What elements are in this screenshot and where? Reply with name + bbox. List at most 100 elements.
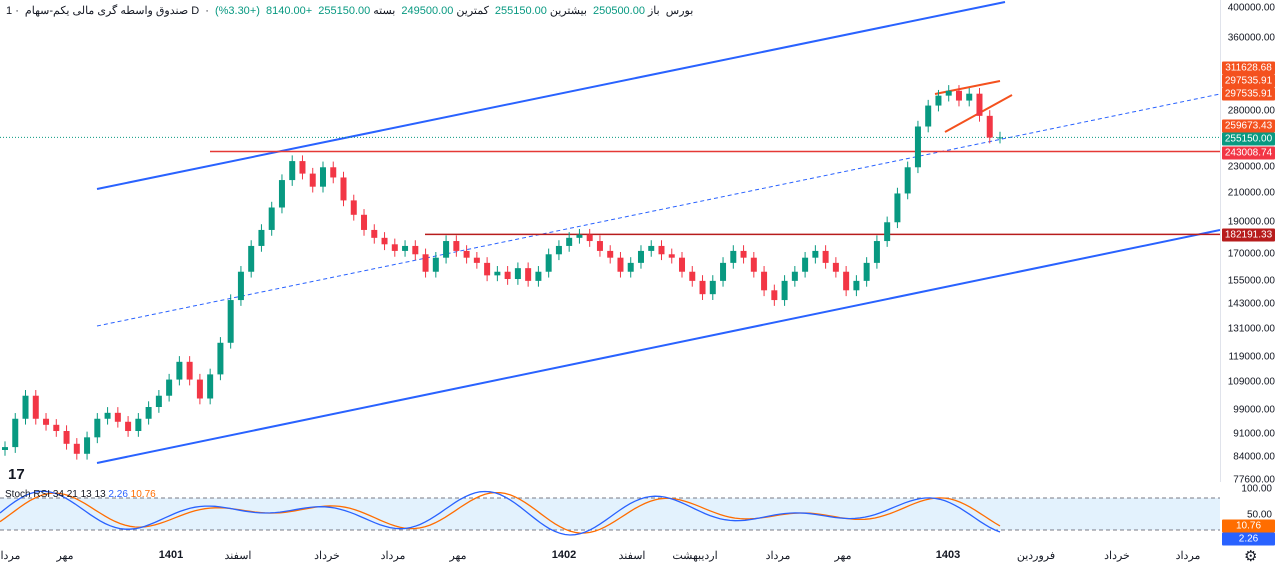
candle[interactable] (843, 266, 850, 297)
candle[interactable] (278, 174, 285, 214)
symbol-name[interactable]: صندوق واسطه گری مالی یکم-سهام (24, 5, 189, 17)
candle[interactable] (894, 187, 901, 229)
candle[interactable] (699, 275, 706, 300)
candle[interactable] (289, 155, 296, 186)
candle[interactable] (668, 248, 675, 264)
candle[interactable] (217, 337, 224, 381)
candle[interactable] (53, 419, 60, 437)
time-axis[interactable]: مرداد مهر 1401 اسفند خرداد مرداد مهر 1402 اسفند ا… (0, 544, 1220, 566)
candle[interactable] (63, 425, 70, 450)
candle[interactable] (709, 275, 716, 300)
candle[interactable] (730, 245, 737, 269)
candle[interactable] (966, 87, 973, 107)
candle[interactable] (207, 368, 214, 405)
candle[interactable] (720, 257, 727, 287)
candle[interactable] (689, 266, 696, 287)
candle[interactable] (832, 257, 839, 278)
candle[interactable] (586, 228, 593, 247)
tradingview-logo-icon[interactable]: 17 (8, 466, 25, 483)
candle[interactable] (976, 87, 983, 122)
candle[interactable] (104, 407, 111, 425)
candle[interactable] (484, 257, 491, 282)
candle[interactable] (145, 401, 152, 425)
candle[interactable] (340, 171, 347, 207)
stoch-k-line[interactable] (0, 490, 1001, 536)
candle[interactable] (402, 240, 409, 257)
candle[interactable] (350, 194, 357, 221)
candle[interactable] (740, 245, 747, 264)
candle[interactable] (904, 161, 911, 200)
candle[interactable] (443, 235, 450, 264)
candle[interactable] (258, 224, 265, 252)
candle[interactable] (535, 266, 542, 287)
wedge-upper-line[interactable] (934, 80, 1001, 95)
candle[interactable] (453, 235, 460, 257)
candle[interactable] (330, 161, 337, 184)
candle[interactable] (43, 413, 50, 431)
gear-icon[interactable]: ⚙ (1244, 548, 1258, 565)
candle[interactable] (2, 441, 8, 456)
candle[interactable] (237, 266, 244, 306)
interval-label[interactable]: 1D (6, 5, 200, 17)
price-tag[interactable]: 311628.68 (1222, 61, 1275, 75)
candle[interactable] (186, 356, 193, 386)
candle[interactable] (617, 251, 624, 278)
candle[interactable] (166, 373, 173, 402)
candle[interactable] (227, 294, 234, 349)
price-tag[interactable]: 297535.91 (1222, 74, 1275, 88)
candle[interactable] (884, 216, 891, 247)
candle[interactable] (248, 240, 255, 278)
candle[interactable] (463, 245, 470, 264)
price-tag[interactable]: 255150.00 (1222, 132, 1275, 146)
candle[interactable] (504, 266, 511, 285)
candle[interactable] (648, 240, 655, 257)
price-chart[interactable] (0, 0, 1220, 482)
candle[interactable] (955, 85, 962, 107)
candle[interactable] (84, 431, 91, 460)
candle[interactable] (494, 266, 501, 282)
candle[interactable] (319, 161, 326, 193)
candle[interactable] (945, 85, 952, 102)
candle[interactable] (525, 262, 532, 287)
candle[interactable] (22, 390, 29, 425)
candle[interactable] (935, 89, 942, 112)
candle[interactable] (607, 245, 614, 264)
candle[interactable] (361, 209, 368, 236)
candle[interactable] (637, 245, 644, 269)
candle[interactable] (566, 232, 573, 252)
price-tag[interactable]: 297535.91 (1222, 87, 1275, 101)
candle[interactable] (925, 99, 932, 133)
channel-lower-line[interactable] (96, 229, 1220, 464)
candle[interactable] (679, 251, 686, 278)
candle[interactable] (412, 240, 419, 261)
candle[interactable] (853, 275, 860, 297)
price-tag[interactable]: 259673.43 (1222, 119, 1275, 133)
candle[interactable] (155, 390, 162, 413)
candle[interactable] (750, 251, 757, 278)
candle[interactable] (114, 407, 121, 428)
candle[interactable] (986, 110, 993, 144)
candle[interactable] (914, 120, 921, 174)
candle[interactable] (761, 266, 768, 297)
candle[interactable] (432, 251, 439, 278)
candle[interactable] (371, 224, 378, 244)
candle[interactable] (422, 248, 429, 278)
stoch-rsi-pane[interactable] (0, 484, 1220, 544)
stoch-d-line[interactable] (0, 491, 1001, 534)
channel-upper-line[interactable] (96, 1, 1006, 190)
candle[interactable] (514, 262, 521, 285)
candle[interactable] (545, 248, 552, 278)
candle[interactable] (576, 228, 583, 244)
candle[interactable] (73, 438, 80, 460)
price-tag[interactable]: 243008.74 (1222, 146, 1275, 160)
candle[interactable] (596, 235, 603, 257)
candle[interactable] (196, 373, 203, 405)
candle[interactable] (309, 167, 316, 193)
candle[interactable] (94, 413, 101, 444)
candle[interactable] (125, 416, 132, 437)
indicator-legend[interactable]: Stoch RSI 34 21 13 13 2.26 10.76 (5, 489, 156, 500)
candle[interactable] (473, 251, 480, 269)
candle[interactable] (781, 275, 788, 306)
candle[interactable] (771, 284, 778, 306)
candle[interactable] (997, 131, 1003, 144)
